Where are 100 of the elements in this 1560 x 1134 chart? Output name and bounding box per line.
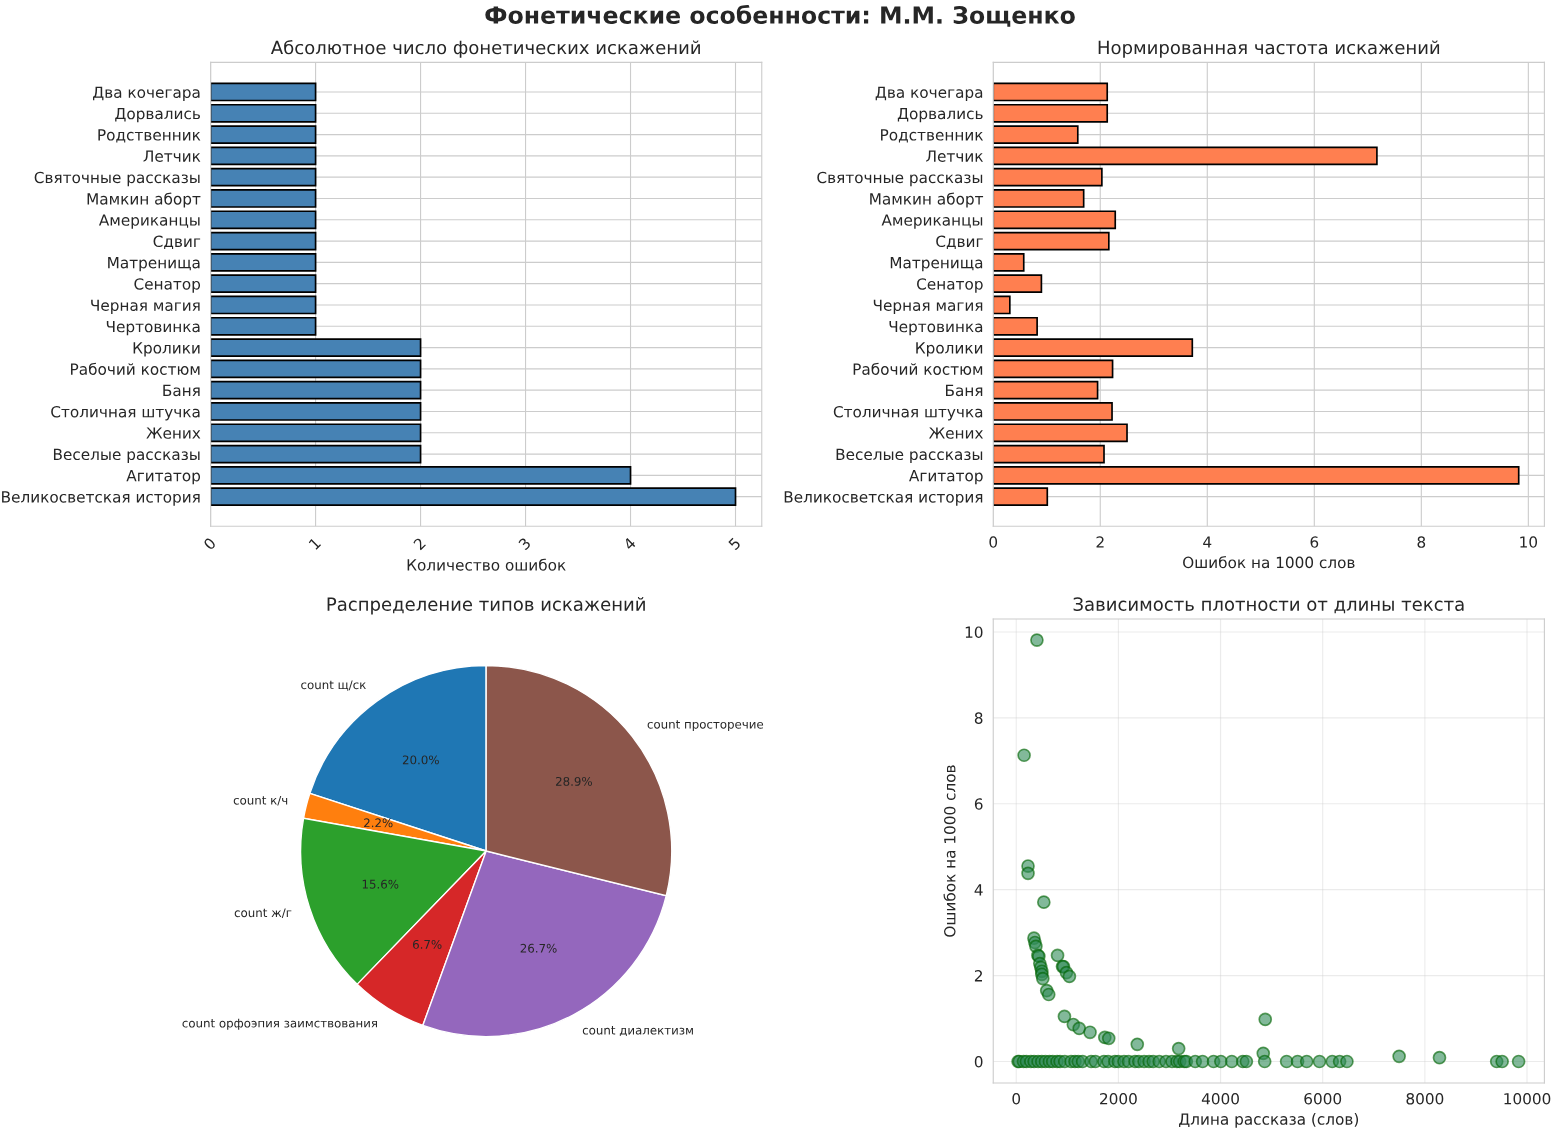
y-tick-label: Рабочий костюм [853,362,983,375]
y-tick-label: Веселые рассказы [836,448,983,464]
y-axis-title: Ошибок на 1000 слов [943,765,956,937]
bar [210,466,632,485]
bar [993,82,1109,102]
bar [210,189,317,208]
bar [993,402,1113,421]
y-tick-label: Дорвались [115,107,200,123]
x-tick-label: 0 [1012,1092,1021,1105]
bar [210,253,317,272]
y-tick-label: Чертовинка [889,320,983,336]
bar [210,380,422,400]
x-tick-label: 4000 [1201,1092,1239,1105]
y-tick-label: Баня [163,384,200,397]
x-tick-label: 4 [1203,536,1212,548]
x-tick-label: 6000 [1304,1092,1342,1105]
data-label: 28.9% [555,776,592,786]
x-tick-label: 0 [989,536,998,548]
y-tick-label: Кролики [916,342,983,357]
bar [210,210,317,230]
bar [210,125,317,144]
y-tick-label: Родственник [98,129,201,143]
bar [993,253,1025,272]
y-tick-label: Два кочегара [93,86,200,101]
bar [993,487,1049,507]
y-tick-label: Баня [946,384,983,397]
y-tick-label: Летчик [926,150,984,162]
y-tick-label: Агитатор [909,470,983,485]
x-axis-title: Длина рассказа (слов) [1179,1113,1359,1128]
bar [993,466,1520,485]
y-tick-label: Столичная штучка [833,405,983,421]
x-axis-title: Количество ошибок [407,558,566,571]
slice-label: count диалектизм [582,1026,693,1037]
y-tick-label: Мамкин аборт [870,192,984,208]
bar [993,380,1099,400]
chart-title: Распределение типов искажений [327,597,645,615]
bar [993,444,1105,464]
y-tick-label: Кролики [133,342,200,357]
y-tick-label: Матренища [108,257,200,272]
y-tick-label: Святочные рассказы [34,171,200,187]
data-label: 6.7% [412,939,442,949]
bar [993,231,1110,251]
bar [993,359,1114,379]
y-tick-label: Черная магия [873,299,983,314]
bar [993,125,1079,144]
y-tick-label: Американцы [98,214,200,229]
y-tick-label: Столичная штучка [51,405,200,421]
bar [210,167,317,187]
bar [210,423,422,443]
x-tick-label: 5 [728,537,742,551]
data-label: 20.0% [402,755,439,765]
y-tick-label: Сдвиг [936,235,983,249]
bar [210,103,317,123]
x-tick-label: 8 [1417,536,1426,548]
y-tick-label: 10 [965,626,983,638]
data-label: 15.6% [362,879,399,889]
slice-label: count орфоэпия заимствования [182,1018,377,1030]
y-tick-label: Чертовинка [106,320,200,336]
y-tick-label: Дорвались [897,107,983,123]
y-tick-label: Сдвиг [153,235,201,249]
x-tick-label: 6 [1310,536,1319,548]
x-tick-label: 2 [412,537,426,551]
bar [210,146,317,166]
bar [993,146,1378,166]
x-tick-label: 2000 [1100,1092,1137,1105]
bar [210,231,317,251]
bar [210,316,317,336]
bar [210,359,422,379]
data-label: 26.7% [520,943,557,953]
bar [993,423,1128,443]
y-tick-label: Матренища [890,257,983,272]
y-tick-label: Мамкин аборт [87,192,201,208]
x-tick-label: 0 [202,536,217,551]
x-tick-label: 1 [308,537,321,550]
data-label: 2.2% [364,818,393,828]
y-tick-label: Два кочегара [875,86,983,101]
y-tick-label: 8 [974,712,983,724]
y-tick-label: Рабочий костюм [71,362,200,375]
y-tick-label: Святочные рассказы [817,171,983,187]
bar [993,167,1103,187]
bar [210,487,737,507]
bar [993,103,1109,123]
y-tick-label: 0 [974,1055,983,1068]
bar [993,274,1043,294]
x-tick-label: 3 [517,537,532,551]
bar [210,338,422,357]
x-tick-label: 8000 [1406,1092,1444,1105]
y-tick-label: Жених [146,427,201,439]
y-tick-label: Веселые рассказы [53,448,200,464]
bar [993,338,1194,357]
slice-label: count ж/г [234,908,292,919]
y-tick-label: 2 [974,970,982,982]
y-tick-label: Черная магия [91,299,200,314]
bar [993,210,1117,230]
bar [993,189,1085,208]
y-tick-label: 4 [974,884,983,896]
chart-title: Зависимость плотности от длины текста [1073,597,1464,614]
bar [210,444,422,464]
bar [210,82,317,102]
y-tick-label: Агитатор [126,470,201,485]
